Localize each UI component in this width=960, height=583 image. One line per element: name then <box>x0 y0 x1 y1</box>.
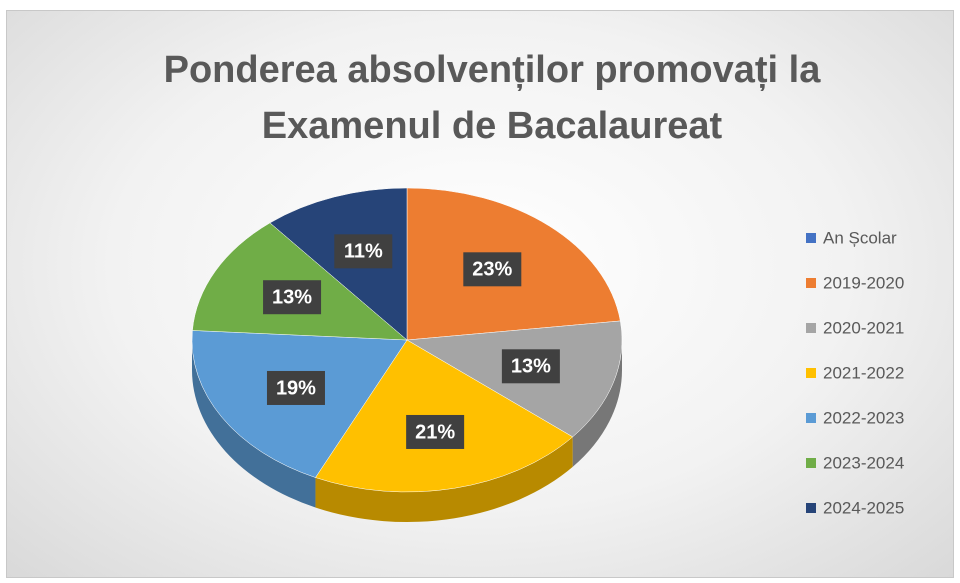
legend-swatch <box>806 413 816 423</box>
data-label-box <box>501 349 560 384</box>
legend-label: 2023-2024 <box>823 453 904 472</box>
pie-side <box>192 340 316 508</box>
legend-label: 2019-2020 <box>823 273 904 292</box>
pie-side <box>315 436 573 522</box>
pie-side <box>572 340 622 467</box>
legend-label: 2022-2023 <box>823 408 904 427</box>
data-label-box <box>334 234 393 269</box>
legend-swatch <box>806 503 816 513</box>
legend-swatch <box>806 233 816 243</box>
data-label: 23% <box>472 259 512 281</box>
legend-label: An Școlar <box>823 228 897 247</box>
data-label-box <box>406 414 465 449</box>
chart-title: Ponderea absolvenților promovați la Exam… <box>163 49 821 147</box>
data-label-box <box>263 280 322 315</box>
data-label: 13% <box>511 356 551 378</box>
legend-label: 2024-2025 <box>823 498 904 517</box>
legend-swatch <box>806 323 816 333</box>
data-label: 21% <box>415 421 455 443</box>
legend-swatch <box>806 458 816 468</box>
legend-swatch <box>806 368 816 378</box>
data-label: 13% <box>272 286 312 308</box>
data-label: 11% <box>344 241 383 263</box>
data-label: 19% <box>276 377 316 399</box>
data-label-box <box>266 370 325 405</box>
data-label-box <box>463 252 522 287</box>
legend-label: 2021-2022 <box>823 363 904 382</box>
legend-label: 2020-2021 <box>823 318 904 337</box>
legend-swatch <box>806 278 816 288</box>
